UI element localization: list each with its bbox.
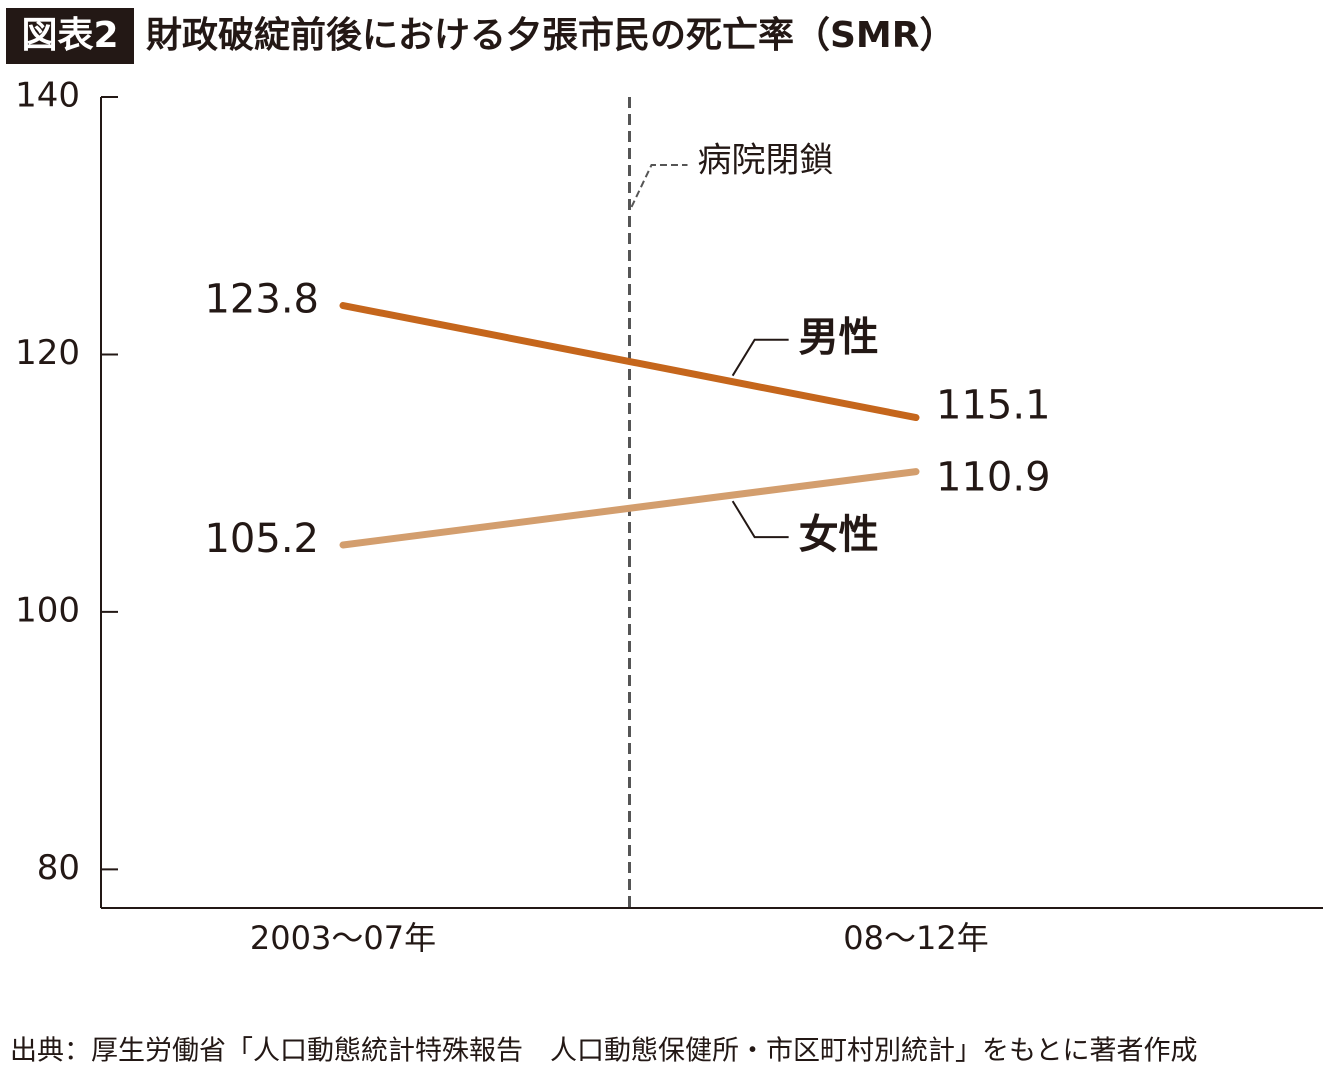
series-leader — [731, 338, 789, 377]
series-line — [339, 468, 920, 549]
annotation: 病院閉鎖 — [698, 141, 834, 181]
y-tick-label: 80 — [37, 848, 80, 888]
title-badge — [6, 8, 134, 64]
y-tick-label: 100 — [15, 590, 80, 630]
title-label: 図表2 — [21, 15, 118, 56]
source: 出典：厚生労働省「人口動態統計特殊報告 人口動態保健所・市区町村別統計」をもとに… — [10, 1036, 1197, 1067]
value-label: 115.1 — [936, 383, 1051, 429]
series-leader — [731, 500, 789, 539]
series-label: 女性 — [799, 512, 879, 558]
annotation-leader — [630, 164, 688, 208]
x-tick-label: 2003～07年 — [250, 919, 436, 957]
value-label: 123.8 — [204, 277, 319, 323]
series-line — [339, 302, 920, 422]
value-label: 105.2 — [204, 516, 319, 562]
value-label: 110.9 — [936, 455, 1051, 501]
x-tick-label: 08～12年 — [843, 919, 988, 957]
chart-title: 財政破綻前後における夕張市民の死亡率（SMR） — [146, 15, 955, 56]
y-tick-label: 120 — [15, 333, 80, 373]
series-label: 男性 — [799, 315, 879, 361]
y-tick-label: 140 — [15, 76, 80, 116]
